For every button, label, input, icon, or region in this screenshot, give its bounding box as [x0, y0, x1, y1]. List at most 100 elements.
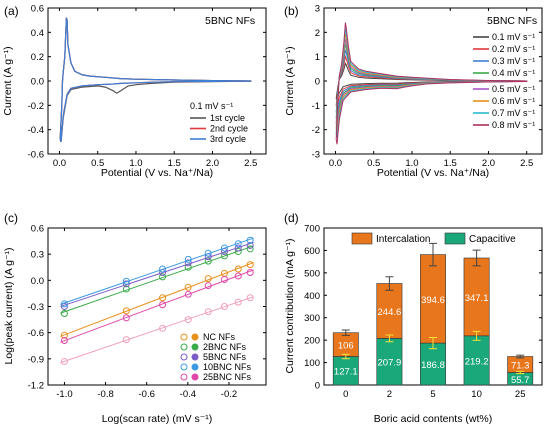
fit-line-4 [60, 237, 254, 305]
legend-label: 0.7 mV s⁻¹ [492, 108, 535, 118]
legend-marker-open [180, 333, 188, 341]
legend-marker [191, 363, 199, 371]
data-point [60, 309, 68, 317]
panel-d-label: (d) [284, 211, 299, 225]
panel-a-xlabel: Potential (V vs. Na⁺/Na) [101, 167, 213, 179]
data-label-capacitive: 219.2 [465, 356, 489, 367]
y-tick-label: -0.6 [28, 150, 44, 161]
data-label-intercalation: 347.1 [465, 293, 489, 304]
data-point [122, 336, 130, 344]
fit-line-3 [60, 241, 254, 308]
data-label-capacitive: 55.7 [511, 375, 530, 386]
x-tick-label: 2.0 [206, 158, 219, 169]
y-tick-label: 0 [315, 77, 320, 88]
y-tick-label: 600 [304, 246, 320, 257]
legend-label: 2BNC NFs [203, 342, 247, 352]
data-label-capacitive: 207.9 [378, 358, 402, 369]
data-label-intercalation: 244.6 [378, 307, 402, 318]
data-point [234, 272, 242, 280]
data-point [220, 303, 228, 310]
panel-c-ylabel: Log(peak current) (A g⁻¹) [3, 247, 15, 364]
legend-label: 25BNC NFs [203, 372, 252, 382]
panel-a-legend-title: 0.1 mV s⁻¹ [190, 101, 233, 111]
data-point [246, 268, 254, 276]
legend-label: 0.8 mV s⁻¹ [492, 120, 535, 130]
y-tick-label: 0.0 [31, 77, 44, 88]
panel-a-series [59, 17, 252, 142]
data-point [159, 324, 167, 332]
legend-marker-open [180, 353, 188, 361]
legend-label: Capacitive [469, 234, 516, 245]
fit-line-5 [60, 269, 254, 343]
data-point [122, 314, 130, 322]
y-tick-label: -2 [312, 125, 320, 136]
data-point [246, 294, 254, 302]
y-tick-label: 0.6 [31, 4, 44, 15]
y-tick-label: 0.0 [31, 276, 44, 287]
x-tick-label: -0.6 [139, 389, 155, 400]
panel-a-label: (a) [4, 4, 19, 18]
data-label-capacitive: 186.8 [421, 360, 445, 371]
data-point [122, 280, 130, 288]
panel-b-legend: 0.1 mV s⁻¹ 0.2 mV s⁻¹ 0.3 mV s⁻¹ 0.4 mV s⁻¹… [473, 32, 535, 130]
bar-intercalation [463, 257, 490, 337]
data-point [204, 282, 212, 290]
legend-label: 5BNC NFs [203, 352, 247, 362]
data-point [246, 245, 254, 253]
panel-b-xlabel: Potential (V vs. Na⁺/Na) [377, 167, 489, 179]
data-point [122, 285, 130, 293]
data-point [234, 244, 242, 252]
data-point [184, 255, 192, 263]
data-label-capacitive: 127.1 [334, 367, 358, 378]
x-tick-label: 0 [343, 389, 348, 400]
legend-marker-open [180, 343, 188, 351]
x-tick-label: -0.2 [221, 389, 237, 400]
legend-marker-open [180, 363, 188, 371]
x-tick-label: 2.5 [244, 158, 257, 169]
y-tick-label: -0.2 [28, 101, 44, 112]
y-tick-label: 1 [315, 52, 320, 63]
y-tick-label: -0.4 [28, 125, 44, 136]
y-tick-label: -0.9 [28, 354, 44, 365]
panel-c-series [60, 236, 254, 365]
x-tick-label: 25 [515, 389, 526, 400]
y-tick-label: 3 [315, 4, 320, 15]
y-tick-label: -0.3 [28, 302, 44, 313]
x-tick-label: 10 [471, 389, 482, 400]
series-line-8 [335, 22, 528, 145]
y-tick-label: 400 [304, 291, 320, 302]
x-tick-label: 0.0 [53, 158, 66, 169]
x-tick-label: -0.8 [97, 389, 113, 400]
x-tick-label: 1.5 [168, 158, 181, 169]
data-point [204, 308, 212, 316]
x-tick-label: -1.0 [56, 389, 72, 400]
legend-label: 0.3 mV s⁻¹ [492, 56, 535, 66]
x-tick-label: 0.0 [329, 158, 342, 169]
y-tick-label: -1 [312, 101, 320, 112]
y-tick-label: -3 [312, 150, 320, 161]
legend-label: 10BNC NFs [203, 362, 252, 372]
legend-marker [191, 353, 199, 361]
panel-c: (c) -1.2 -0.9 -0.6 -0.3 0.0 0.3 0.6 -1.0 -0.8 -0.… [3, 211, 267, 425]
legend-label: 1st cycle [210, 113, 245, 123]
data-point [204, 249, 212, 257]
data-point [246, 236, 254, 244]
x-tick-label: 0.5 [91, 158, 104, 169]
x-tick-label: 2.0 [482, 158, 495, 169]
panel-c-label: (c) [4, 211, 18, 225]
y-tick-label: 300 [304, 313, 320, 324]
data-point [60, 357, 68, 365]
legend-marker [191, 333, 199, 341]
bar-capacitive [420, 342, 446, 386]
y-tick-label: 0.2 [31, 52, 44, 63]
data-point [204, 275, 212, 283]
legend-label: NC NFs [203, 332, 235, 342]
x-tick-label: 1.5 [444, 158, 457, 169]
legend-label: 0.1 mV s⁻¹ [492, 32, 535, 42]
y-tick-label: -1.2 [28, 381, 44, 392]
data-point [159, 273, 167, 281]
data-point [184, 290, 192, 298]
